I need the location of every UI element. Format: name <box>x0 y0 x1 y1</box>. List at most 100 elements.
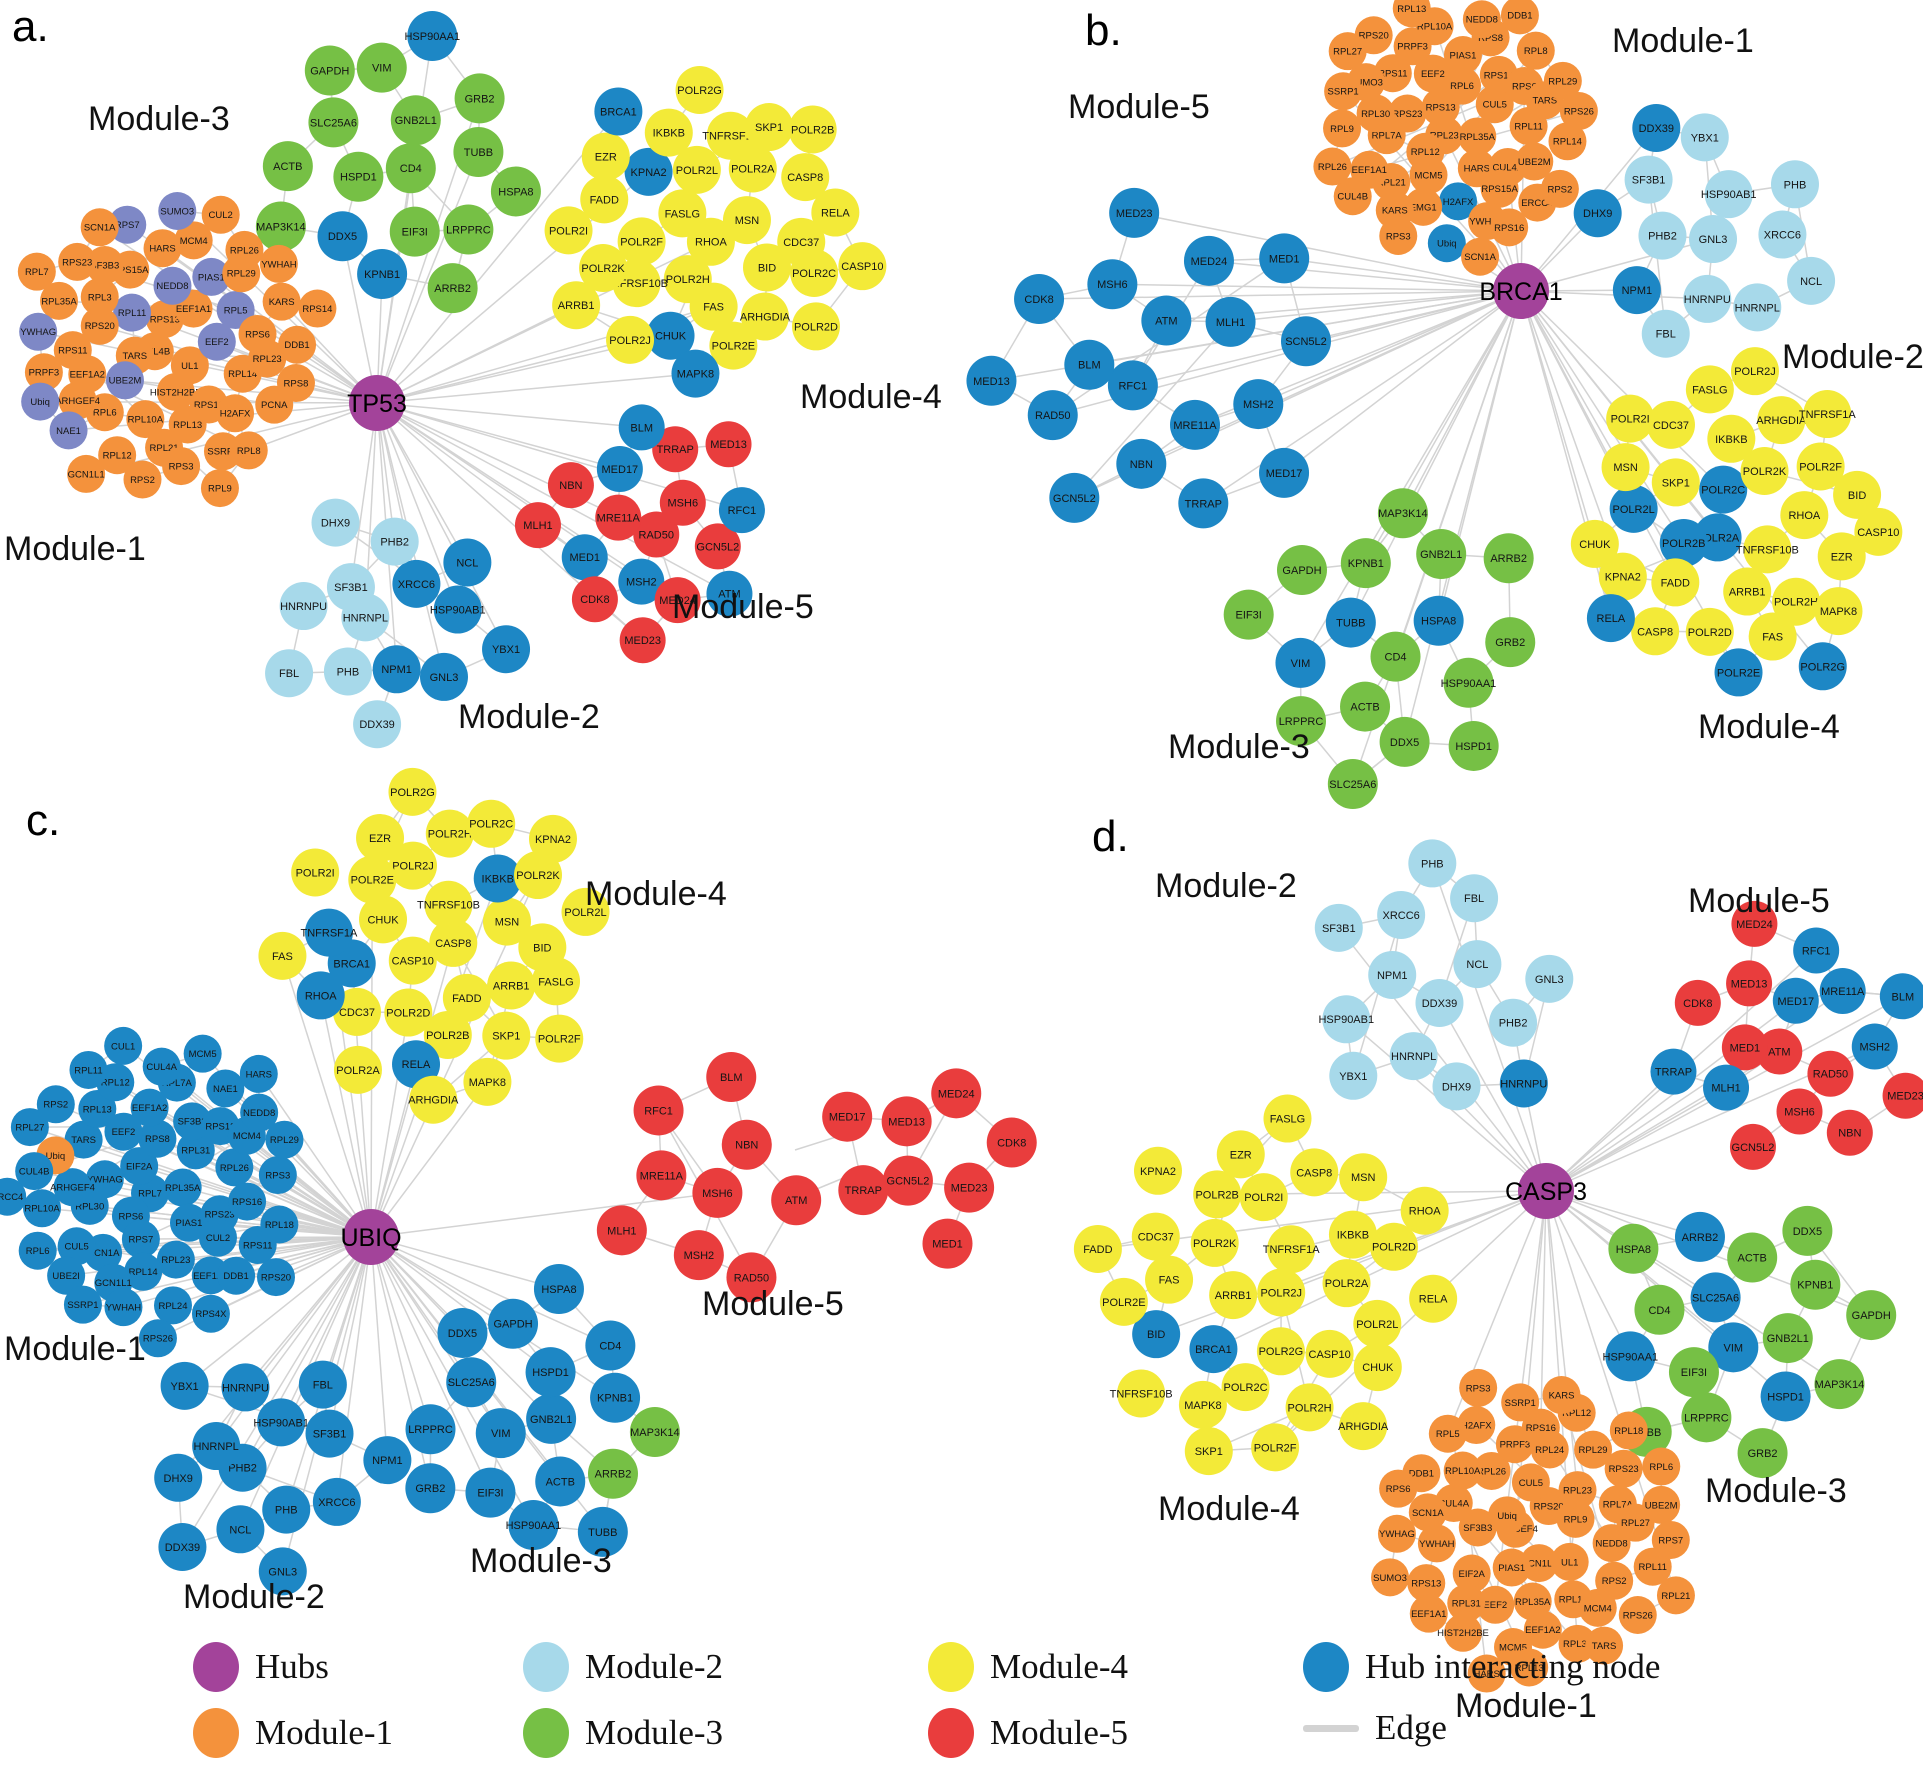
network-node[interactable] <box>312 1477 361 1526</box>
network-node[interactable] <box>771 1175 822 1226</box>
network-node[interactable] <box>370 517 419 566</box>
hub-node[interactable] <box>1518 1163 1574 1219</box>
network-node[interactable] <box>922 1218 973 1269</box>
network-node[interactable] <box>547 462 594 509</box>
network-node[interactable] <box>966 355 1017 406</box>
network-node[interactable] <box>811 188 860 237</box>
network-node[interactable] <box>216 394 255 433</box>
network-node[interactable] <box>1404 187 1443 226</box>
network-node[interactable] <box>1798 642 1847 691</box>
network-node[interactable] <box>1650 1048 1697 1095</box>
network-node[interactable] <box>1328 32 1367 71</box>
network-node[interactable] <box>1651 458 1700 507</box>
network-node[interactable] <box>1480 169 1519 208</box>
network-node[interactable] <box>705 421 752 468</box>
network-node[interactable] <box>262 141 313 192</box>
network-node[interactable] <box>1574 1430 1613 1469</box>
network-node[interactable] <box>1141 295 1192 346</box>
network-node[interactable] <box>36 1085 75 1124</box>
network-node[interactable] <box>162 447 201 486</box>
network-node[interactable] <box>473 854 522 903</box>
network-node[interactable] <box>104 1112 143 1151</box>
network-node[interactable] <box>1633 1547 1672 1586</box>
network-node[interactable] <box>1634 1284 1685 1335</box>
network-node[interactable] <box>791 302 840 351</box>
network-node[interactable] <box>1369 1222 1418 1271</box>
network-node[interactable] <box>1409 156 1448 195</box>
network-node[interactable] <box>388 767 437 816</box>
network-node[interactable] <box>454 73 505 124</box>
network-node[interactable] <box>1618 1596 1657 1635</box>
network-node[interactable] <box>1256 1327 1305 1376</box>
network-node[interactable] <box>1542 1376 1581 1415</box>
network-node[interactable] <box>718 487 765 534</box>
network-node[interactable] <box>1462 0 1501 39</box>
network-node[interactable] <box>425 809 474 858</box>
network-node[interactable] <box>1642 1485 1681 1524</box>
network-node[interactable] <box>532 957 581 1006</box>
network-node[interactable] <box>722 196 771 245</box>
network-node[interactable] <box>618 558 665 605</box>
hub-node[interactable] <box>1493 263 1549 319</box>
network-node[interactable] <box>652 426 699 473</box>
network-node[interactable] <box>1516 31 1555 70</box>
network-node[interactable] <box>1014 274 1065 325</box>
network-node[interactable] <box>1339 1153 1388 1202</box>
network-node[interactable] <box>21 382 60 421</box>
network-node[interactable] <box>1814 587 1863 636</box>
network-node[interactable] <box>1511 1463 1550 1502</box>
network-node[interactable] <box>1324 72 1363 111</box>
network-node[interactable] <box>23 1189 62 1228</box>
network-node[interactable] <box>1145 1255 1194 1304</box>
network-node[interactable] <box>192 1422 241 1471</box>
network-node[interactable] <box>1459 1368 1498 1407</box>
network-node[interactable] <box>298 1360 347 1409</box>
network-node[interactable] <box>617 217 666 266</box>
network-node[interactable] <box>1605 1331 1656 1382</box>
network-node[interactable] <box>388 936 437 985</box>
network-node[interactable] <box>437 1307 488 1358</box>
network-node[interactable] <box>1606 394 1655 443</box>
network-node[interactable] <box>348 855 397 904</box>
network-node[interactable] <box>1690 1272 1741 1323</box>
network-node[interactable] <box>392 1040 441 1089</box>
network-node[interactable] <box>216 291 255 330</box>
network-node[interactable] <box>1756 1028 1803 1075</box>
network-node[interactable] <box>24 353 63 392</box>
network-node[interactable] <box>259 244 298 283</box>
network-node[interactable] <box>1117 1369 1166 1418</box>
network-node[interactable] <box>1772 577 1821 626</box>
network-node[interactable] <box>1392 0 1431 28</box>
network-node[interactable] <box>1443 1451 1482 1490</box>
network-node[interactable] <box>308 97 359 148</box>
network-node[interactable] <box>158 191 197 230</box>
network-node[interactable] <box>429 918 478 967</box>
network-node[interactable] <box>1601 443 1650 492</box>
network-node[interactable] <box>1846 1290 1897 1341</box>
network-node[interactable] <box>333 151 384 202</box>
network-node[interactable] <box>67 454 106 493</box>
network-node[interactable] <box>326 563 375 612</box>
network-node[interactable] <box>265 649 314 698</box>
network-node[interactable] <box>1730 347 1779 396</box>
network-node[interactable] <box>673 1230 724 1281</box>
network-node[interactable] <box>675 66 724 115</box>
network-node[interactable] <box>108 205 147 244</box>
network-node[interactable] <box>191 1294 230 1333</box>
network-node[interactable] <box>561 887 610 936</box>
network-node[interactable] <box>1780 491 1829 540</box>
network-node[interactable] <box>1703 1064 1750 1111</box>
network-node[interactable] <box>1737 1428 1788 1479</box>
network-node[interactable] <box>1510 1648 1549 1687</box>
network-node[interactable] <box>1280 316 1331 367</box>
network-node[interactable] <box>1408 839 1457 888</box>
network-node[interactable] <box>1651 558 1700 607</box>
network-node[interactable] <box>1223 589 1274 640</box>
network-node[interactable] <box>1826 1109 1873 1156</box>
network-node[interactable] <box>49 411 88 450</box>
network-node[interactable] <box>1833 470 1882 519</box>
network-node[interactable] <box>1443 657 1494 708</box>
network-node[interactable] <box>130 1088 169 1127</box>
network-node[interactable] <box>40 281 79 320</box>
network-node[interactable] <box>333 1045 382 1094</box>
